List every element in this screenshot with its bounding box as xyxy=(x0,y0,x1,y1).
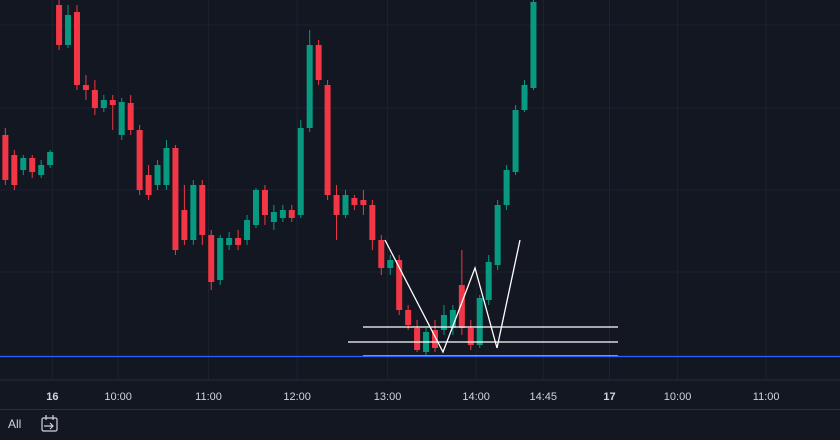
candle-body xyxy=(91,90,98,108)
candle-body xyxy=(181,210,188,240)
candle-body xyxy=(342,195,349,215)
candle-body xyxy=(109,100,116,105)
x-tick-label: 11:00 xyxy=(753,391,780,403)
candle-body xyxy=(127,103,134,130)
candle-body xyxy=(405,310,412,325)
candle-body xyxy=(440,315,447,330)
v-grid xyxy=(51,0,767,380)
candle-body xyxy=(449,310,456,328)
candle-body xyxy=(100,100,107,108)
x-tick-label: 12:00 xyxy=(283,391,311,403)
candle-body xyxy=(414,328,421,350)
candle-body xyxy=(503,170,510,205)
x-tick-label: 10:00 xyxy=(664,391,692,403)
date-range-icon[interactable] xyxy=(41,415,58,432)
candle-body xyxy=(65,15,72,45)
candle-body xyxy=(369,205,376,240)
candle-body xyxy=(431,330,438,348)
x-tick-label: 17 xyxy=(603,391,615,403)
x-tick-label: 14:00 xyxy=(462,391,490,403)
x-tick-label: 16 xyxy=(46,391,58,403)
candle-body xyxy=(163,148,170,185)
candle-body xyxy=(261,190,268,215)
candle-body xyxy=(351,198,358,205)
candle-body xyxy=(47,152,54,165)
candle-body xyxy=(306,45,313,128)
candle-body xyxy=(118,102,125,135)
candle-body xyxy=(297,128,304,215)
candle-body xyxy=(315,45,322,80)
x-tick-label: 11:00 xyxy=(195,391,222,403)
candle-body xyxy=(396,260,403,310)
candle-body xyxy=(324,85,331,195)
candle-body xyxy=(154,165,161,185)
x-axis: 16 10:00 11:00 12:00 13:00 14:00 14:45 17 10:00 1… xyxy=(46,391,779,403)
candle-body xyxy=(20,158,27,170)
candle-body xyxy=(82,85,89,90)
candle-body xyxy=(190,185,197,240)
candle-body xyxy=(208,235,215,282)
candle-body xyxy=(512,110,519,172)
candle-body xyxy=(494,205,501,265)
candle-body xyxy=(56,5,63,45)
candle-body xyxy=(387,260,394,268)
candle-body xyxy=(521,85,528,110)
candles xyxy=(2,0,537,355)
candle-body xyxy=(244,220,251,240)
candle-body xyxy=(458,285,465,328)
candle-body xyxy=(217,238,224,280)
candle-body xyxy=(530,2,537,88)
candle-body xyxy=(11,155,18,185)
candle-body xyxy=(226,238,233,245)
candle-body xyxy=(29,158,36,172)
candle-body xyxy=(235,238,242,245)
candle-body xyxy=(270,212,277,222)
candle-body xyxy=(172,148,179,250)
candle-body xyxy=(145,175,152,195)
candle-body xyxy=(378,240,385,268)
candle-body xyxy=(279,210,286,218)
candle-body xyxy=(360,200,367,205)
candle-body xyxy=(288,210,295,218)
candle-body xyxy=(38,165,45,175)
candle-body xyxy=(467,328,474,345)
x-tick-label: 14:45 xyxy=(530,391,558,403)
candle-body xyxy=(199,185,206,235)
candle-body xyxy=(333,195,340,215)
candle-body xyxy=(73,12,80,85)
candle-body xyxy=(136,130,143,190)
candle-body xyxy=(476,298,483,345)
w-pattern xyxy=(384,239,521,354)
candle-body xyxy=(252,190,259,225)
candle-body xyxy=(2,135,9,180)
candle-body xyxy=(485,262,492,300)
range-button[interactable]: All xyxy=(8,417,21,431)
x-tick-label: 10:00 xyxy=(104,391,132,403)
x-tick-label: 13:00 xyxy=(374,391,402,403)
